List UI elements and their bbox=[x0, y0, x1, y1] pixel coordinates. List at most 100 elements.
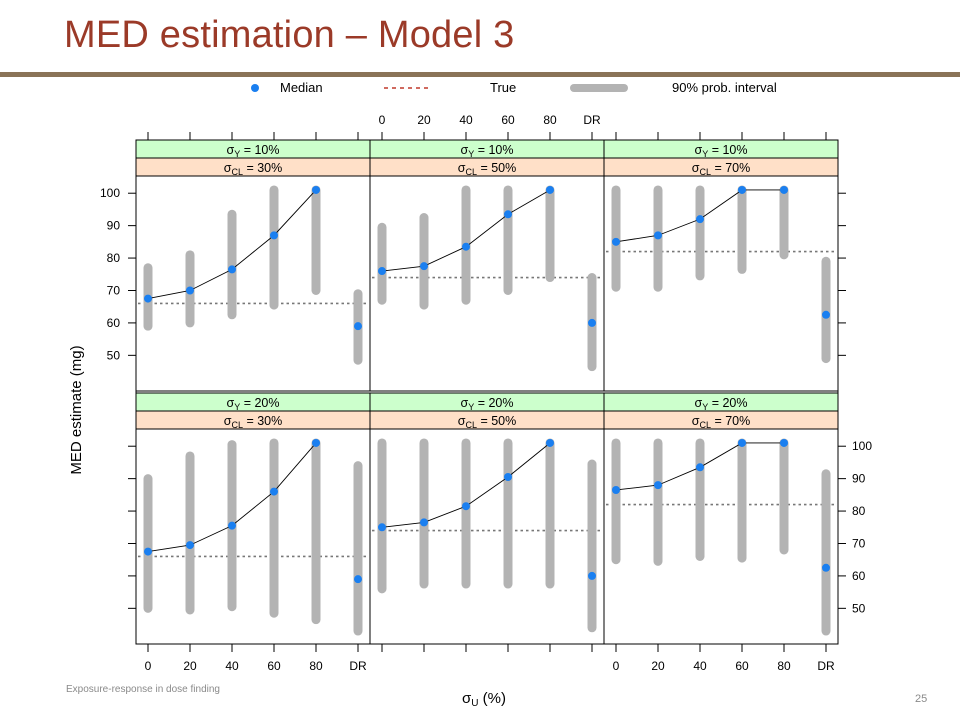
median-point bbox=[228, 521, 236, 530]
panel-frame bbox=[135, 139, 839, 645]
median-point bbox=[504, 473, 512, 482]
strip-sigma-cl-label: σCL = 70% bbox=[692, 161, 751, 177]
median-point bbox=[654, 231, 662, 240]
median-point bbox=[780, 185, 788, 194]
median-point bbox=[696, 215, 704, 224]
plot-box bbox=[135, 175, 371, 392]
x-tick-label: 40 bbox=[693, 659, 707, 673]
y-tick-label: 90 bbox=[852, 472, 866, 486]
y-tick-label: 100 bbox=[100, 186, 120, 200]
footer-text: Exposure-response in dose finding bbox=[66, 684, 220, 695]
y-tick-label: 100 bbox=[852, 439, 872, 453]
median-point bbox=[186, 286, 194, 295]
x-tick-label: 60 bbox=[267, 659, 281, 673]
plot-box bbox=[603, 175, 839, 392]
x-tick-label: 80 bbox=[777, 659, 791, 673]
x-tick-label: 20 bbox=[417, 113, 431, 127]
strip-sigma-cl-label: σCL = 70% bbox=[692, 414, 751, 430]
panel-1: σY = 10% σCL = 30% bbox=[135, 139, 371, 392]
x-tick-label: DR bbox=[349, 659, 367, 673]
y-tick-label: 70 bbox=[107, 283, 121, 297]
plot-box bbox=[369, 175, 605, 392]
median-point bbox=[654, 481, 662, 490]
median-point bbox=[612, 485, 620, 494]
median-point bbox=[312, 438, 320, 447]
median-point bbox=[546, 185, 554, 194]
median-point bbox=[354, 322, 362, 331]
median-point bbox=[144, 294, 152, 303]
plot-box bbox=[135, 428, 371, 645]
y-tick-label: 50 bbox=[852, 601, 866, 615]
median-point bbox=[546, 438, 554, 447]
x-tick-label: 60 bbox=[501, 113, 515, 127]
y-tick-label: 80 bbox=[107, 251, 121, 265]
strip-sigma-cl-label: σCL = 50% bbox=[458, 161, 517, 177]
y-tick-label: 70 bbox=[852, 536, 866, 550]
median-point bbox=[420, 262, 428, 271]
strip-sigma-cl-label: σCL = 30% bbox=[224, 161, 283, 177]
median-point bbox=[312, 185, 320, 194]
x-tick-label: 20 bbox=[183, 659, 197, 673]
plot-box bbox=[603, 428, 839, 645]
median-point bbox=[270, 231, 278, 240]
x-tick-label: 80 bbox=[543, 113, 557, 127]
x-axis-label: σU (%) bbox=[462, 690, 506, 709]
median-point bbox=[378, 267, 386, 276]
x-tick-label: 60 bbox=[735, 659, 749, 673]
median-point bbox=[504, 210, 512, 219]
median-point bbox=[588, 571, 596, 580]
median-point bbox=[738, 185, 746, 194]
x-tick-label: 40 bbox=[225, 659, 239, 673]
median-point bbox=[378, 523, 386, 532]
x-tick-label: 80 bbox=[309, 659, 323, 673]
x-tick-label: 40 bbox=[459, 113, 473, 127]
median-point bbox=[228, 265, 236, 274]
median-point bbox=[144, 547, 152, 556]
x-tick-label: 20 bbox=[651, 659, 665, 673]
title-rule bbox=[0, 72, 960, 77]
strip-sigma-y-label: σY = 20% bbox=[227, 396, 280, 412]
x-tick-label: DR bbox=[817, 659, 835, 673]
median-point bbox=[186, 541, 194, 550]
y-axis-label: MED estimate (mg) bbox=[68, 345, 85, 474]
y-tick-label: 60 bbox=[852, 569, 866, 583]
x-tick-label: 0 bbox=[145, 659, 152, 673]
legend-interval-label: 90% prob. interval bbox=[672, 80, 777, 95]
x-tick-label: 0 bbox=[379, 113, 386, 127]
strip-sigma-y-label: σY = 10% bbox=[695, 143, 748, 159]
median-point bbox=[420, 518, 428, 527]
strip-sigma-y-label: σY = 10% bbox=[461, 143, 514, 159]
median-point bbox=[696, 463, 704, 472]
y-tick-label: 60 bbox=[107, 316, 121, 330]
median-point bbox=[588, 318, 596, 327]
panel-4: σY = 20% σCL = 30% bbox=[135, 392, 371, 645]
y-tick-label: 80 bbox=[852, 504, 866, 518]
strip-sigma-cl-label: σCL = 30% bbox=[224, 414, 283, 430]
page-number: 25 bbox=[915, 693, 928, 705]
strip-sigma-y-label: σY = 20% bbox=[695, 396, 748, 412]
strip-sigma-y-label: σY = 20% bbox=[461, 396, 514, 412]
legend-true-label: True bbox=[490, 80, 516, 95]
plot-box bbox=[369, 428, 605, 645]
median-point bbox=[738, 438, 746, 447]
legend-median-marker bbox=[251, 84, 259, 92]
median-point bbox=[462, 242, 470, 251]
median-point bbox=[462, 502, 470, 511]
strip-sigma-y-label: σY = 10% bbox=[227, 143, 280, 159]
median-point bbox=[354, 575, 362, 584]
panel-5: σY = 20% σCL = 50% bbox=[369, 392, 605, 645]
x-tick-label: DR bbox=[583, 113, 601, 127]
median-point bbox=[822, 310, 830, 319]
median-point bbox=[822, 563, 830, 572]
slide-title: MED estimation – Model 3 bbox=[64, 14, 515, 56]
y-tick-label: 90 bbox=[107, 219, 121, 233]
panel-3: σY = 10% σCL = 70% bbox=[603, 139, 839, 392]
legend-median-label: Median bbox=[280, 80, 323, 95]
panel-2: σY = 10% σCL = 50% bbox=[369, 139, 605, 392]
x-tick-label: 0 bbox=[613, 659, 620, 673]
median-point bbox=[270, 487, 278, 496]
strip-sigma-cl-label: σCL = 50% bbox=[458, 414, 517, 430]
median-point bbox=[612, 237, 620, 246]
median-point bbox=[780, 438, 788, 447]
